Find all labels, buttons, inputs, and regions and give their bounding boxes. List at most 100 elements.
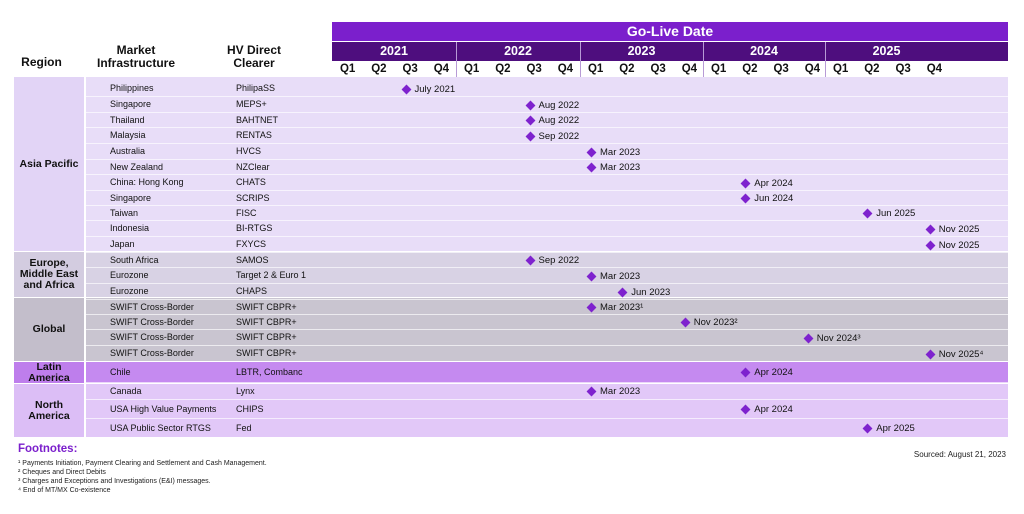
go-live-date-label: Apr 2024: [754, 177, 793, 189]
diamond-icon: [586, 386, 597, 397]
market-infrastructure-cell: Thailand: [110, 114, 145, 125]
market-infrastructure-cell: SWIFT Cross-Border: [110, 348, 194, 358]
row-divider: [86, 174, 1008, 175]
hv-direct-clearer-cell: CHAPS: [236, 286, 268, 296]
hv-direct-clearer-cell: Fed: [236, 422, 252, 433]
footnote-3: ³ Charges and Exceptions and Investigati…: [18, 478, 211, 485]
market-infrastructure-cell: Australia: [110, 146, 146, 156]
region-band: [86, 77, 1008, 251]
row-divider: [86, 267, 1008, 268]
diamond-icon: [862, 423, 873, 434]
go-live-date-label: Nov 2024³: [816, 332, 861, 344]
year-separator: [703, 42, 704, 77]
market-infrastructure-cell: Singapore: [110, 192, 152, 203]
hv-direct-clearer-cell: SWIFT CBPR+: [236, 301, 297, 312]
go-live-marker: Sep 2022: [525, 130, 580, 142]
go-live-marker: Mar 2023: [586, 162, 641, 174]
go-live-date-label: Mar 2023: [600, 386, 641, 397]
year-label-2025: 2025: [872, 44, 901, 58]
go-live-marker: Nov 2025: [925, 239, 980, 251]
diamond-icon: [925, 224, 936, 234]
go-live-date-label: Apr 2025: [876, 423, 915, 434]
go-live-date-label: Aug 2022: [538, 99, 580, 111]
footnote-4: ⁴ End of MT/MX Co-existence: [18, 487, 111, 494]
diamond-icon: [525, 115, 535, 126]
diamond-icon: [586, 271, 597, 281]
go-live-date-label: Nov 2025: [938, 239, 980, 251]
market-infrastructure-cell: SWIFT Cross-Border: [110, 301, 194, 312]
quarter-label: Q2: [371, 63, 387, 75]
diamond-icon: [680, 317, 691, 328]
region-column-header: Region: [21, 55, 62, 69]
hv-direct-clearer-cell: Target 2 & Euro 1: [236, 270, 307, 280]
quarter-label: Q2: [864, 63, 880, 75]
market-infrastructure-cell: Japan: [110, 239, 135, 249]
diamond-icon: [525, 100, 535, 110]
hv-direct-clearer-cell: FISC: [236, 207, 257, 218]
quarter-label: Q4: [433, 63, 450, 75]
diamond-icon: [617, 287, 628, 297]
go-live-date-label: Mar 2023: [600, 146, 641, 158]
go-live-marker: Apr 2024: [740, 404, 793, 416]
row-divider: [86, 399, 1008, 400]
go-live-marker: Jun 2023: [617, 286, 670, 298]
go-live-date-label: Jun 2024: [754, 193, 794, 204]
quarter-label: Q2: [619, 63, 635, 75]
row-divider: [86, 345, 1008, 346]
hv-direct-clearer-cell: RENTAS: [236, 130, 272, 140]
quarter-label: Q1: [339, 63, 356, 75]
quarter-label: Q4: [557, 63, 574, 75]
row-divider: [86, 220, 1008, 221]
hv-direct-clearer-cell: SCRIPS: [236, 192, 270, 203]
row-divider: [86, 190, 1008, 191]
region-label: Europe, Middle East and Africa: [14, 252, 84, 297]
go-live-marker: Apr 2024: [740, 177, 793, 189]
go-live-marker: Nov 2025: [925, 223, 979, 235]
go-live-marker: Mar 2023: [586, 146, 641, 158]
row-divider: [86, 437, 1008, 438]
diamond-icon: [862, 208, 873, 219]
quarter-label: Q2: [742, 63, 758, 75]
hv-direct-clearer-cell: Lynx: [236, 385, 255, 396]
year-label-2021: 2021: [380, 44, 408, 58]
market-infrastructure-cell: Canada: [110, 385, 142, 396]
go-live-marker: Jun 2024: [740, 193, 794, 205]
hv-direct-clearer-cell: BI-RTGS: [236, 223, 273, 233]
go-live-date-label: July 2021: [414, 83, 456, 95]
go-live-marker: Nov 2024³: [803, 332, 861, 344]
go-live-marker: Mar 2023: [586, 386, 641, 398]
row-divider: [86, 159, 1008, 160]
diamond-icon: [803, 333, 814, 343]
go-live-marker: Sep 2022: [525, 255, 579, 267]
quarter-label: Q1: [587, 63, 604, 75]
hv-direct-clearer-cell: NZClear: [236, 161, 270, 172]
market-infrastructure-cell: New Zealand: [110, 161, 164, 172]
quarter-label: Q2: [495, 63, 511, 75]
go-live-date-label: Sep 2022: [538, 130, 580, 142]
diamond-icon: [586, 162, 597, 173]
diamond-icon: [525, 255, 535, 266]
go-live-marker: Mar 2023: [586, 270, 640, 282]
quarter-label: Q4: [804, 63, 821, 75]
hv-direct-clearer-cell: SWIFT CBPR+: [236, 332, 297, 342]
year-label-2024: 2024: [750, 44, 778, 58]
region-band: [86, 384, 1008, 437]
go-live-date-label: Aug 2022: [538, 115, 580, 126]
go-live-marker: July 2021: [401, 83, 456, 95]
row-divider: [86, 314, 1008, 315]
row-divider: [86, 96, 1008, 97]
diamond-icon: [586, 147, 597, 157]
market-infrastructure-cell: Indonesia: [110, 223, 150, 233]
go-live-marker: Mar 2023¹: [586, 302, 643, 314]
diamond-icon: [525, 131, 535, 141]
region-label: North America: [14, 384, 84, 437]
go-live-date-label: Jun 2025: [876, 208, 916, 219]
year-label-2023: 2023: [627, 44, 656, 58]
go-live-date-label: Mar 2023: [600, 162, 641, 173]
row-divider: [86, 382, 1008, 383]
row-divider: [86, 143, 1008, 144]
go-live-marker: Aug 2022: [525, 99, 580, 111]
diamond-icon: [740, 367, 751, 378]
go-live-date-header: Go-Live Date: [332, 22, 1008, 41]
market-infrastructure-cell: Philippines: [110, 83, 154, 93]
